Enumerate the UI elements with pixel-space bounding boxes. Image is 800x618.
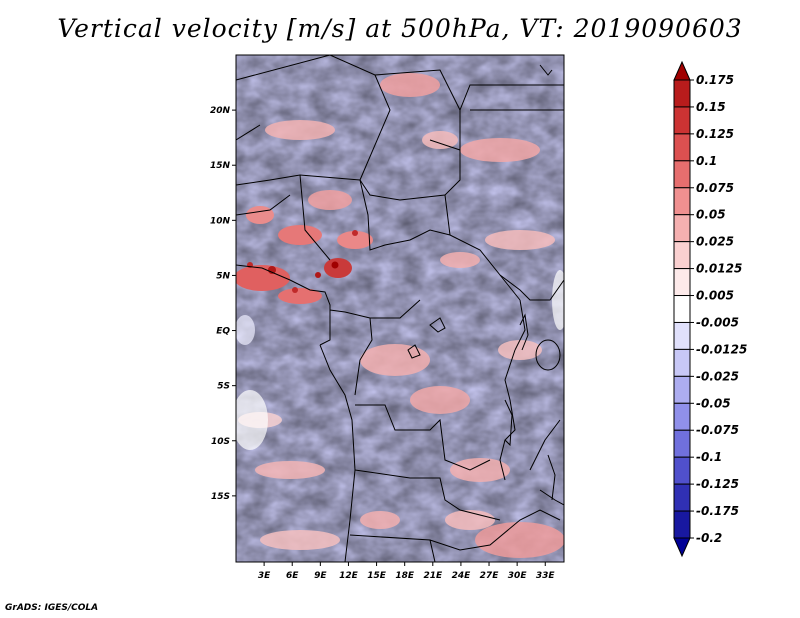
colorbar-segment [673,456,691,485]
y-tick-label: 10S [211,437,230,447]
y-tick-label: 15N [210,161,231,171]
colorbar-label: -0.2 [696,531,722,545]
map-field [236,55,564,562]
colorbar-label: -0.1 [696,450,722,464]
colorbar-label: 0.005 [696,289,734,303]
colorbar-segment [673,241,691,270]
x-tick-label: 27E [480,571,500,581]
x-tick-label: 30E [508,571,528,581]
colorbar-segment [673,483,691,512]
colorbar-label: -0.0125 [696,342,747,356]
colorbar-segment [673,510,691,539]
colorbar-segment [673,375,691,404]
colorbar-label: 0.125 [696,127,734,141]
x-tick-label: 18E [395,571,415,581]
colorbar-segment [673,187,691,216]
colorbar-segment [673,295,691,323]
x-tick-label: 15E [367,571,387,581]
y-tick-label: 20N [210,106,231,116]
grads-footer: GrADS: IGES/COLA [5,603,99,613]
map-frame [235,54,565,563]
y-axis: 20N 15N 10N 5N EQ 5S 10S 15S [210,106,236,502]
colorbar-segment [673,79,691,108]
chart-title: Vertical velocity [m/s] at 500hPa, VT: 2… [57,14,743,43]
x-tick-label: 24E [452,571,472,581]
colorbar-label: -0.125 [696,477,739,491]
colorbar: 0.175 0.15 0.125 0.1 0.075 0.05 0.025 0.0125 0.0… [673,60,747,558]
x-tick-label: 12E [339,571,359,581]
colorbar-label: -0.075 [696,423,739,437]
colorbar-label: 0.025 [696,235,734,249]
colorbar-segment [673,321,691,350]
colorbar-label: 0.05 [696,208,726,222]
colorbar-label: 0.175 [696,73,734,87]
x-tick-label: 6E [286,571,299,581]
y-tick-label: 5N [216,271,230,281]
colorbar-segment [673,214,691,243]
y-tick-label: 10N [210,216,231,226]
colorbar-label: 0.15 [696,100,726,114]
x-axis: 3E 6E 9E 12E 15E 18E 21E 24E 27E 30E 33E [258,562,556,581]
colorbar-bottom-arrow [673,537,691,558]
colorbar-segment [673,268,691,297]
colorbar-label: -0.175 [696,504,739,518]
y-tick-label: 5S [217,382,230,392]
colorbar-segment [673,348,691,377]
colorbar-segment [673,429,691,458]
colorbar-segment [673,160,691,189]
y-tick-label: EQ [216,327,230,337]
colorbar-segment [673,106,691,135]
colorbar-segment [673,133,691,162]
x-tick-label: 21E [423,571,443,581]
colorbar-label: -0.005 [696,315,739,329]
colorbar-label: -0.05 [696,396,731,410]
colorbar-label: 0.075 [696,181,734,195]
colorbar-top-arrow [673,60,691,81]
colorbar-label: 0.0125 [696,262,742,276]
x-tick-label: 9E [314,571,327,581]
colorbar-segment [673,402,691,431]
x-tick-label: 33E [536,571,556,581]
x-tick-label: 3E [258,571,271,581]
y-tick-label: 15S [211,492,230,502]
colorbar-label: -0.025 [696,369,739,383]
colorbar-label: 0.1 [696,154,717,168]
